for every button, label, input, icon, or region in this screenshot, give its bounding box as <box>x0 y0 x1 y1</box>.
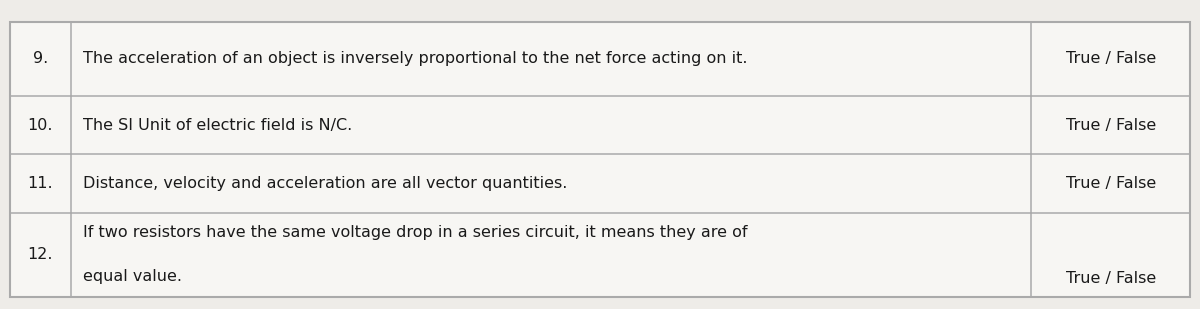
Text: 12.: 12. <box>28 247 53 262</box>
Text: True / False: True / False <box>1066 176 1156 191</box>
Text: 10.: 10. <box>28 118 53 133</box>
Text: True / False: True / False <box>1066 270 1156 286</box>
Text: equal value.: equal value. <box>83 269 182 284</box>
Text: True / False: True / False <box>1066 51 1156 66</box>
Text: If two resistors have the same voltage drop in a series circuit, it means they a: If two resistors have the same voltage d… <box>83 225 748 240</box>
Text: Distance, velocity and acceleration are all vector quantities.: Distance, velocity and acceleration are … <box>83 176 568 191</box>
Text: True / False: True / False <box>1066 118 1156 133</box>
Text: 9.: 9. <box>32 51 48 66</box>
Text: The acceleration of an object is inversely proportional to the net force acting : The acceleration of an object is inverse… <box>83 51 748 66</box>
Text: 11.: 11. <box>28 176 53 191</box>
Text: The SI Unit of electric field is N/C.: The SI Unit of electric field is N/C. <box>83 118 353 133</box>
